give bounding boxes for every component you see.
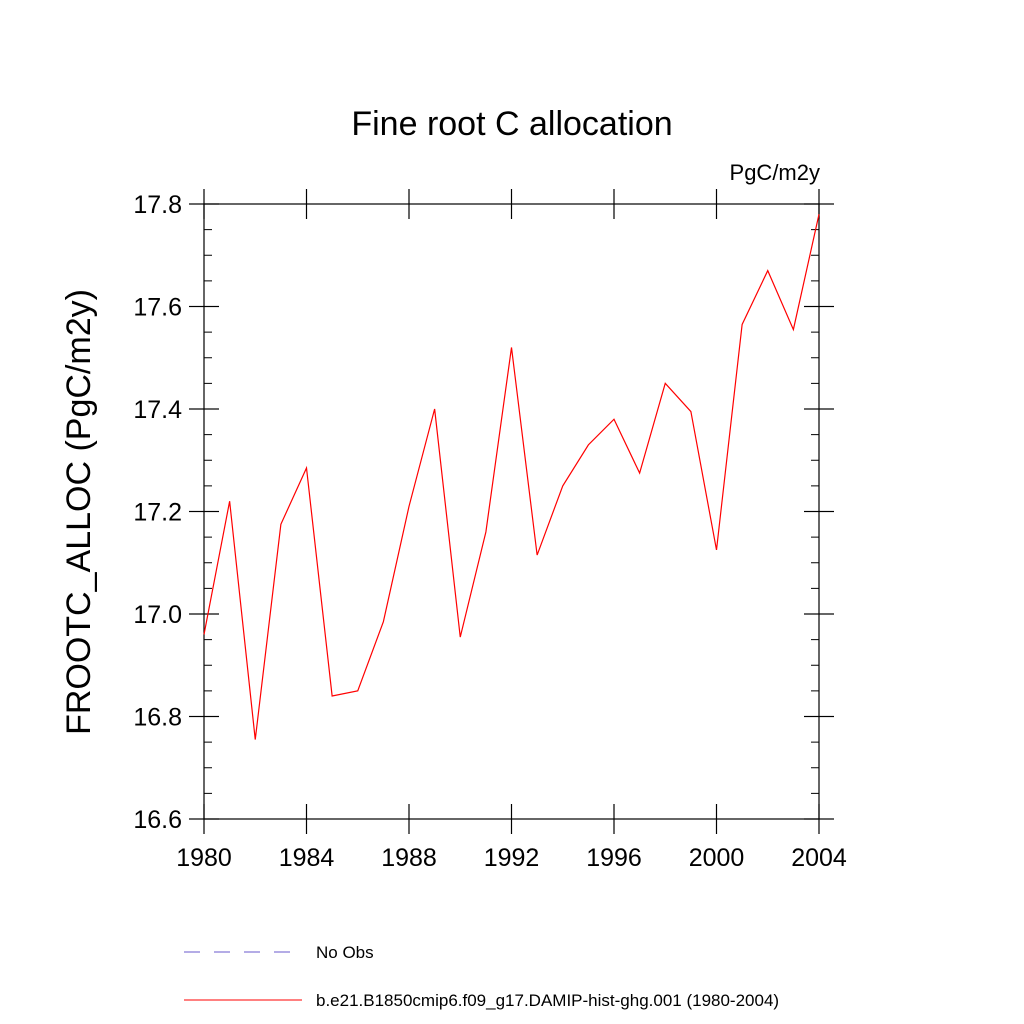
x-tick-label: 2004: [791, 844, 847, 872]
x-tick-labels: 1980 1984 1988 1992 1996 2000 2004: [176, 844, 847, 872]
x-tick-label: 1984: [279, 844, 335, 872]
plot-frame: [203, 203, 820, 820]
y-tick-label: 17.4: [133, 396, 182, 424]
y-tick-label: 17.0: [133, 601, 182, 629]
chart-title: Fine root C allocation: [351, 105, 672, 143]
y-tick-label: 17.6: [133, 294, 182, 322]
x-tick-label: 1992: [484, 844, 540, 872]
legend-label: No Obs: [316, 943, 374, 962]
legend: No Obs b.e21.B1850cmip6.f09_g17.DAMIP-his…: [184, 943, 779, 1010]
x-tick-label: 2000: [689, 844, 745, 872]
x-tick-label: 1988: [381, 844, 437, 872]
series-line: [203, 214, 820, 740]
y-axis-label: FROOTC_ALLOC (PgC/m2y): [60, 289, 98, 735]
y-tick-label: 16.6: [133, 806, 182, 834]
y-tick-labels: 16.6 16.8 17.0 17.2 17.4 17.6 17.8: [133, 191, 182, 834]
x-tick-label: 1980: [176, 844, 232, 872]
units-label: PgC/m2y: [730, 160, 820, 185]
series-lines: [203, 214, 820, 740]
x-tick-label: 1996: [586, 844, 642, 872]
tick-marks: [189, 189, 834, 834]
legend-label: b.e21.B1850cmip6.f09_g17.DAMIP-hist-ghg.…: [316, 991, 779, 1010]
y-tick-label: 17.2: [133, 499, 182, 527]
y-tick-label: 17.8: [133, 191, 182, 219]
y-tick-label: 16.8: [133, 704, 182, 732]
